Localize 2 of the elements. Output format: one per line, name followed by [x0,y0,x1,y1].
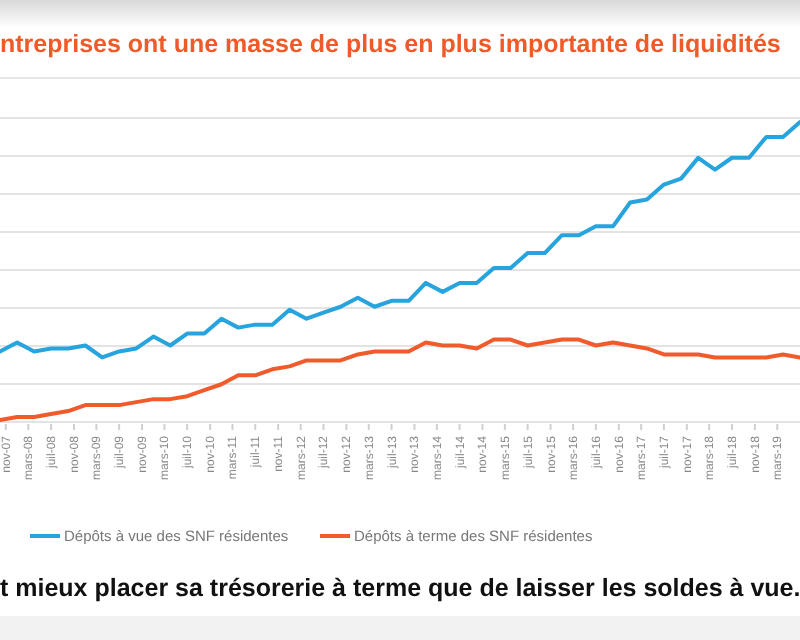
chart-title: ntreprises ont une masse de plus en plus importante de liquidités [0,30,781,58]
text: t mieux placer sa trésorerie à terme que de laisser les soldes à vue. [0,574,800,602]
